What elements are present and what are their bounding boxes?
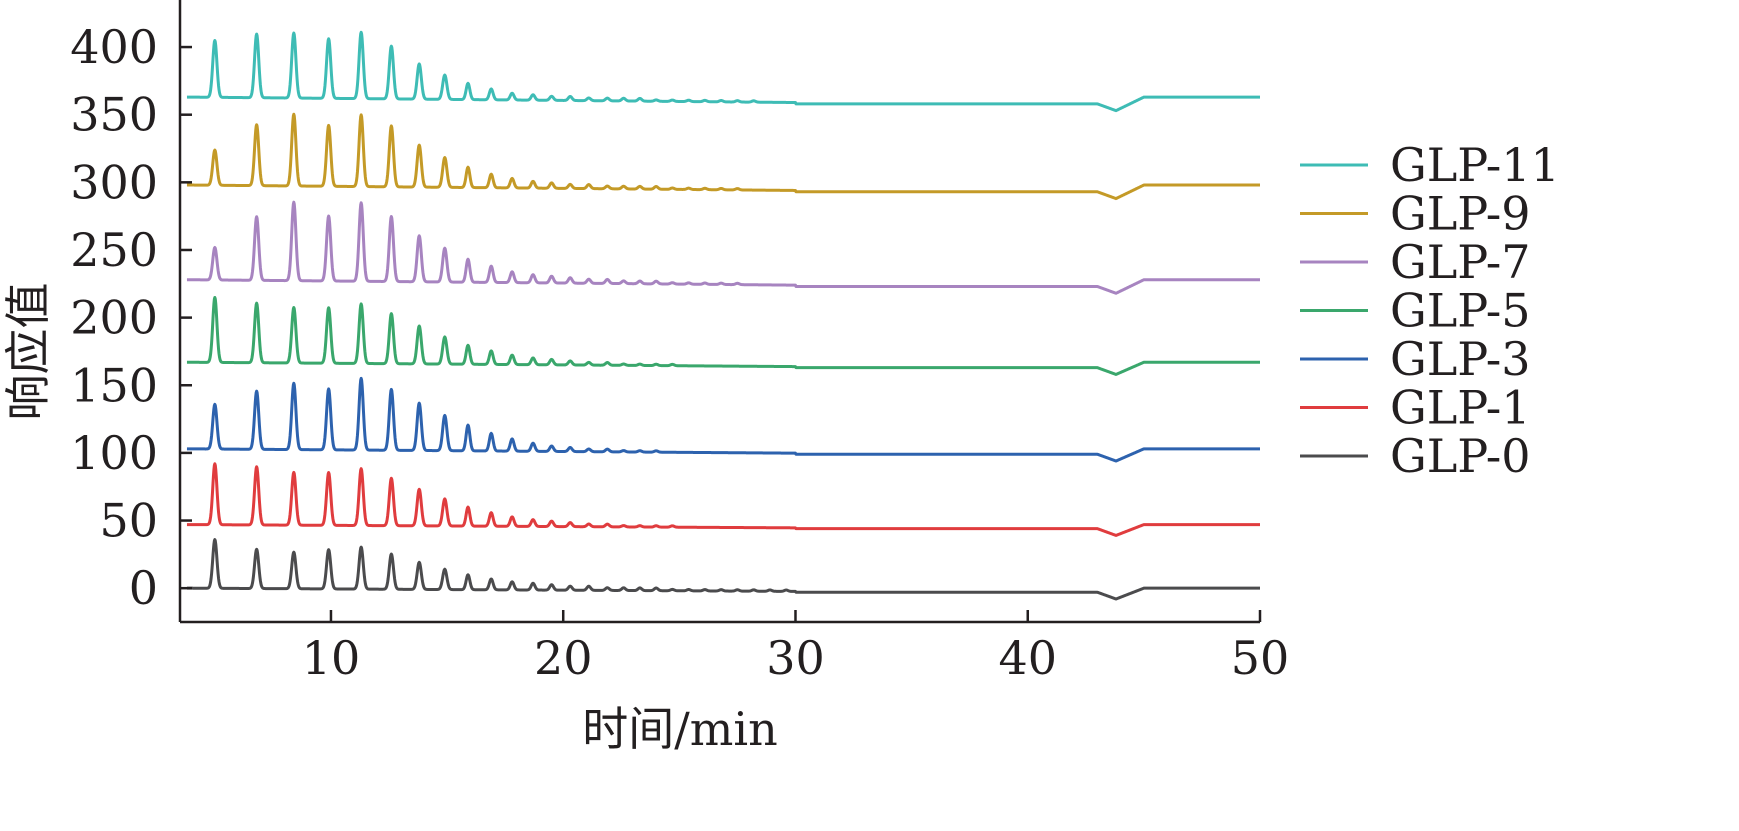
series-line-glp-7 bbox=[185, 200, 1262, 295]
series-line-glp-5 bbox=[185, 295, 1262, 376]
x-tick-label: 30 bbox=[766, 631, 825, 685]
y-axis-title: 响应值 bbox=[1, 282, 55, 420]
legend-label-glp-5: GLP-5 bbox=[1390, 284, 1531, 338]
legend-label-glp-7: GLP-7 bbox=[1390, 235, 1531, 289]
series-line-glp-3 bbox=[185, 376, 1262, 463]
x-axis-title: 时间/min bbox=[582, 702, 777, 756]
y-tick-label: 400 bbox=[70, 20, 158, 74]
legend-label-glp-0: GLP-0 bbox=[1390, 429, 1531, 483]
y-tick-label: 300 bbox=[70, 155, 158, 209]
legend-label-glp-9: GLP-9 bbox=[1390, 187, 1531, 241]
x-tick-label: 50 bbox=[1231, 631, 1290, 685]
legend-label-glp-11: GLP-11 bbox=[1390, 138, 1560, 192]
series-line-glp-0 bbox=[185, 538, 1262, 601]
y-tick-label: 50 bbox=[99, 494, 158, 548]
y-ticks: 0 50 100 150 200 250 300 350 400 bbox=[70, 20, 192, 615]
legend-label-glp-1: GLP-1 bbox=[1390, 381, 1531, 435]
x-tick-label: 40 bbox=[998, 631, 1057, 685]
series-layer bbox=[185, 30, 1262, 601]
x-tick-label: 20 bbox=[534, 631, 593, 685]
series-line-glp-9 bbox=[185, 112, 1262, 201]
y-tick-label: 350 bbox=[70, 88, 158, 142]
x-ticks: 10 20 30 40 50 bbox=[302, 610, 1290, 685]
series-line-glp-11 bbox=[185, 30, 1262, 113]
x-tick-label: 10 bbox=[302, 631, 361, 685]
y-tick-label: 100 bbox=[70, 426, 158, 480]
y-tick-label: 200 bbox=[70, 291, 158, 345]
y-tick-label: 250 bbox=[70, 223, 158, 277]
legend-label-glp-3: GLP-3 bbox=[1390, 332, 1531, 386]
y-tick-label: 150 bbox=[70, 358, 158, 412]
y-tick-label: 0 bbox=[129, 561, 158, 615]
series-line-glp-1 bbox=[185, 462, 1262, 537]
